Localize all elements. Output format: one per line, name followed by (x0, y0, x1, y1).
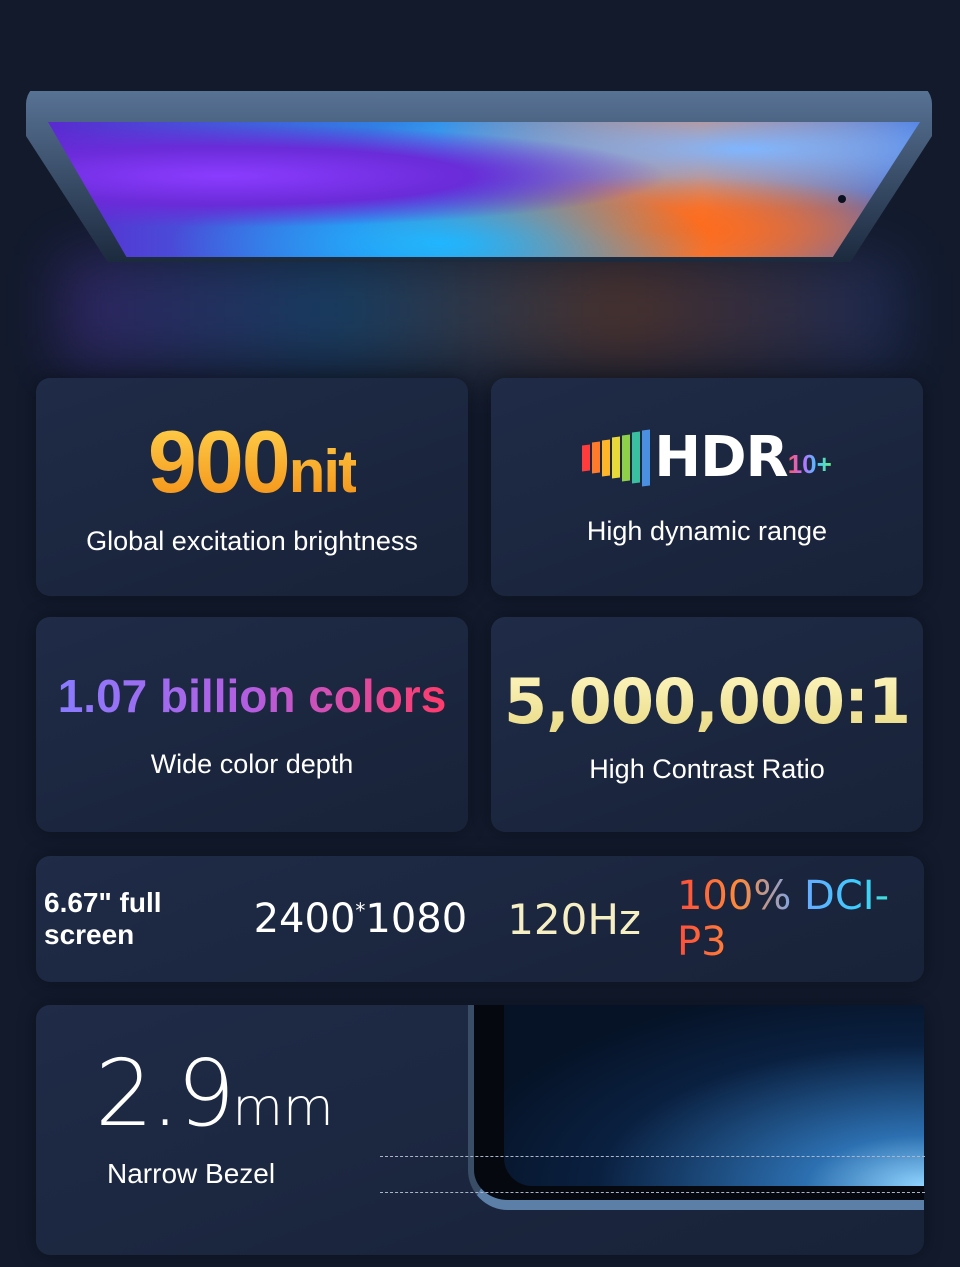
phone-screen-wallpaper (48, 122, 920, 257)
hdr-bar (582, 443, 591, 472)
specs-bar: 6.67" full screen 2400*1080 120Hz 100% D… (36, 856, 924, 982)
hdr-bar (632, 431, 641, 484)
color-depth-card: 1.07 billion colors Wide color depth (36, 617, 468, 832)
contrast-value: 5,000,000:1 (503, 664, 911, 738)
refresh-rate: 120Hz (507, 894, 641, 944)
hdr-bar (602, 438, 611, 477)
brightness-card: 900nit Global excitation brightness (36, 378, 468, 596)
contrast-card: 5,000,000:1 High Contrast Ratio (491, 617, 923, 832)
bezel-guide-line (380, 1156, 925, 1157)
resolution: 2400*1080 (253, 896, 468, 942)
hdr-bar (642, 428, 651, 487)
brightness-value: 900nit (147, 411, 357, 511)
hdr-card: HDR 10+ High dynamic range (491, 378, 923, 596)
phone-corner-illustration (468, 1005, 924, 1210)
bezel-value: 2.9mm (95, 1040, 334, 1147)
bezel-guide-line (380, 1192, 925, 1193)
bezel-label: Narrow Bezel (107, 1158, 276, 1189)
camera-icon (838, 195, 846, 203)
hdr-label: High dynamic range (586, 515, 828, 546)
hdr-spectrum-icon (582, 428, 651, 487)
screen-size: 6.67" full screen (44, 887, 162, 950)
color-depth-label: Wide color depth (150, 749, 354, 779)
hdr-bar (612, 436, 621, 479)
hdr-bar (622, 433, 631, 482)
color-depth-value: 1.07 billion colors (57, 670, 447, 722)
screen-glow (60, 255, 900, 365)
contrast-label: High Contrast Ratio (589, 753, 825, 784)
brightness-label: Global excitation brightness (86, 525, 418, 556)
hdr-bar (592, 441, 601, 474)
color-gamut: 100% DCI-P3 (677, 873, 924, 965)
hdr10-plus-logo: HDR 10+ (582, 425, 832, 490)
